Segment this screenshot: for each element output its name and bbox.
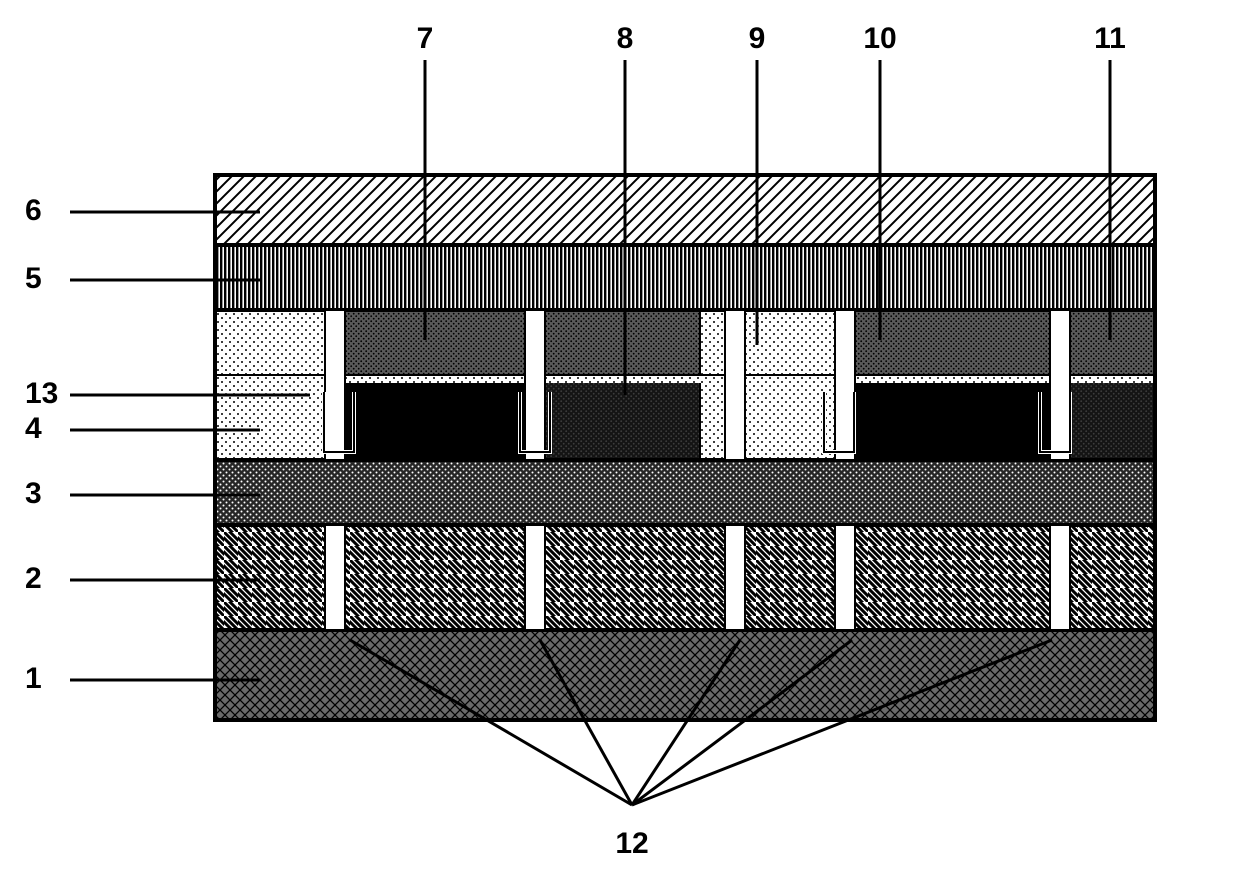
label-top-10: 10: [863, 22, 896, 55]
upper-slot-1: [525, 310, 545, 460]
label-top-11: 11: [1094, 22, 1126, 55]
lower-slot-3: [835, 525, 855, 630]
upper-slot-2: [725, 310, 745, 460]
mid-cell-3: [700, 375, 855, 460]
label-left-1: 1: [25, 662, 42, 695]
label-bottom-12: 12: [615, 827, 648, 860]
label-top-8: 8: [617, 22, 634, 55]
label-left-13: 13: [25, 377, 58, 410]
mid-cell-1: [345, 375, 525, 460]
lower-slot-0: [325, 525, 345, 630]
layer-3: [215, 460, 1155, 525]
label-top-9: 9: [749, 22, 766, 55]
label-left-5: 5: [25, 262, 42, 295]
lower-slot-1: [525, 525, 545, 630]
band-cell-1: [345, 310, 525, 375]
layer-2: [215, 525, 1155, 630]
label-left-3: 3: [25, 477, 42, 510]
band-cell-3: [700, 310, 855, 375]
band-cell-2: [525, 310, 700, 375]
upper-slot-0: [325, 310, 345, 460]
band-cell-4: [855, 310, 1050, 375]
label-left-6: 6: [25, 194, 42, 227]
label-left-4: 4: [25, 412, 42, 445]
label-top-7: 7: [417, 22, 434, 55]
layer-13-strip: [215, 375, 1155, 383]
mid-cell-4: [855, 375, 1050, 460]
lower-slot-4: [1050, 525, 1070, 630]
layer-5: [215, 245, 1155, 310]
upper-slot-4: [1050, 310, 1070, 460]
layer-6: [215, 175, 1155, 245]
lower-slot-2: [725, 525, 745, 630]
label-left-2: 2: [25, 562, 42, 595]
